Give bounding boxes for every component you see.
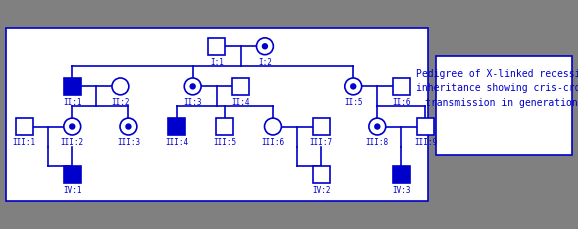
- Text: III:5: III:5: [213, 138, 236, 147]
- Text: II:3: II:3: [183, 98, 202, 107]
- Text: I:2: I:2: [258, 57, 272, 66]
- Bar: [64, 166, 81, 183]
- Circle shape: [369, 118, 386, 135]
- Text: III:7: III:7: [310, 138, 333, 147]
- Text: IV:1: IV:1: [63, 186, 81, 195]
- Text: II:2: II:2: [111, 98, 129, 107]
- Circle shape: [69, 123, 76, 130]
- Text: I:1: I:1: [210, 57, 224, 66]
- FancyBboxPatch shape: [436, 56, 572, 155]
- Bar: [393, 78, 410, 95]
- Text: III:1: III:1: [13, 138, 36, 147]
- Text: III:8: III:8: [366, 138, 389, 147]
- Text: III:9: III:9: [414, 138, 437, 147]
- Circle shape: [350, 83, 357, 90]
- Circle shape: [257, 38, 273, 55]
- Circle shape: [265, 118, 281, 135]
- Text: II:6: II:6: [392, 98, 410, 107]
- Text: III:2: III:2: [61, 138, 84, 147]
- Bar: [313, 166, 329, 183]
- Circle shape: [120, 118, 137, 135]
- Bar: [232, 78, 249, 95]
- Text: II:5: II:5: [344, 98, 362, 107]
- Text: II:1: II:1: [63, 98, 81, 107]
- Bar: [393, 166, 410, 183]
- Circle shape: [64, 118, 81, 135]
- Circle shape: [262, 43, 268, 49]
- Text: Pedigree of X-linked recessive
inheritance showing cris-cross
transmission in ge: Pedigree of X-linked recessive inheritan…: [416, 68, 578, 108]
- Bar: [16, 118, 32, 135]
- Text: IV:3: IV:3: [392, 186, 410, 195]
- Bar: [64, 78, 81, 95]
- Circle shape: [112, 78, 129, 95]
- Circle shape: [190, 83, 196, 90]
- Circle shape: [125, 123, 132, 130]
- Circle shape: [184, 78, 201, 95]
- Bar: [417, 118, 434, 135]
- Bar: [168, 118, 185, 135]
- Text: II:4: II:4: [232, 98, 250, 107]
- Bar: [216, 118, 233, 135]
- Text: IV:2: IV:2: [312, 186, 331, 195]
- Bar: [313, 118, 329, 135]
- Circle shape: [374, 123, 380, 130]
- Bar: [208, 38, 225, 55]
- FancyBboxPatch shape: [6, 28, 428, 201]
- Text: III:6: III:6: [261, 138, 284, 147]
- Text: III:3: III:3: [117, 138, 140, 147]
- Circle shape: [345, 78, 362, 95]
- Text: III:4: III:4: [165, 138, 188, 147]
